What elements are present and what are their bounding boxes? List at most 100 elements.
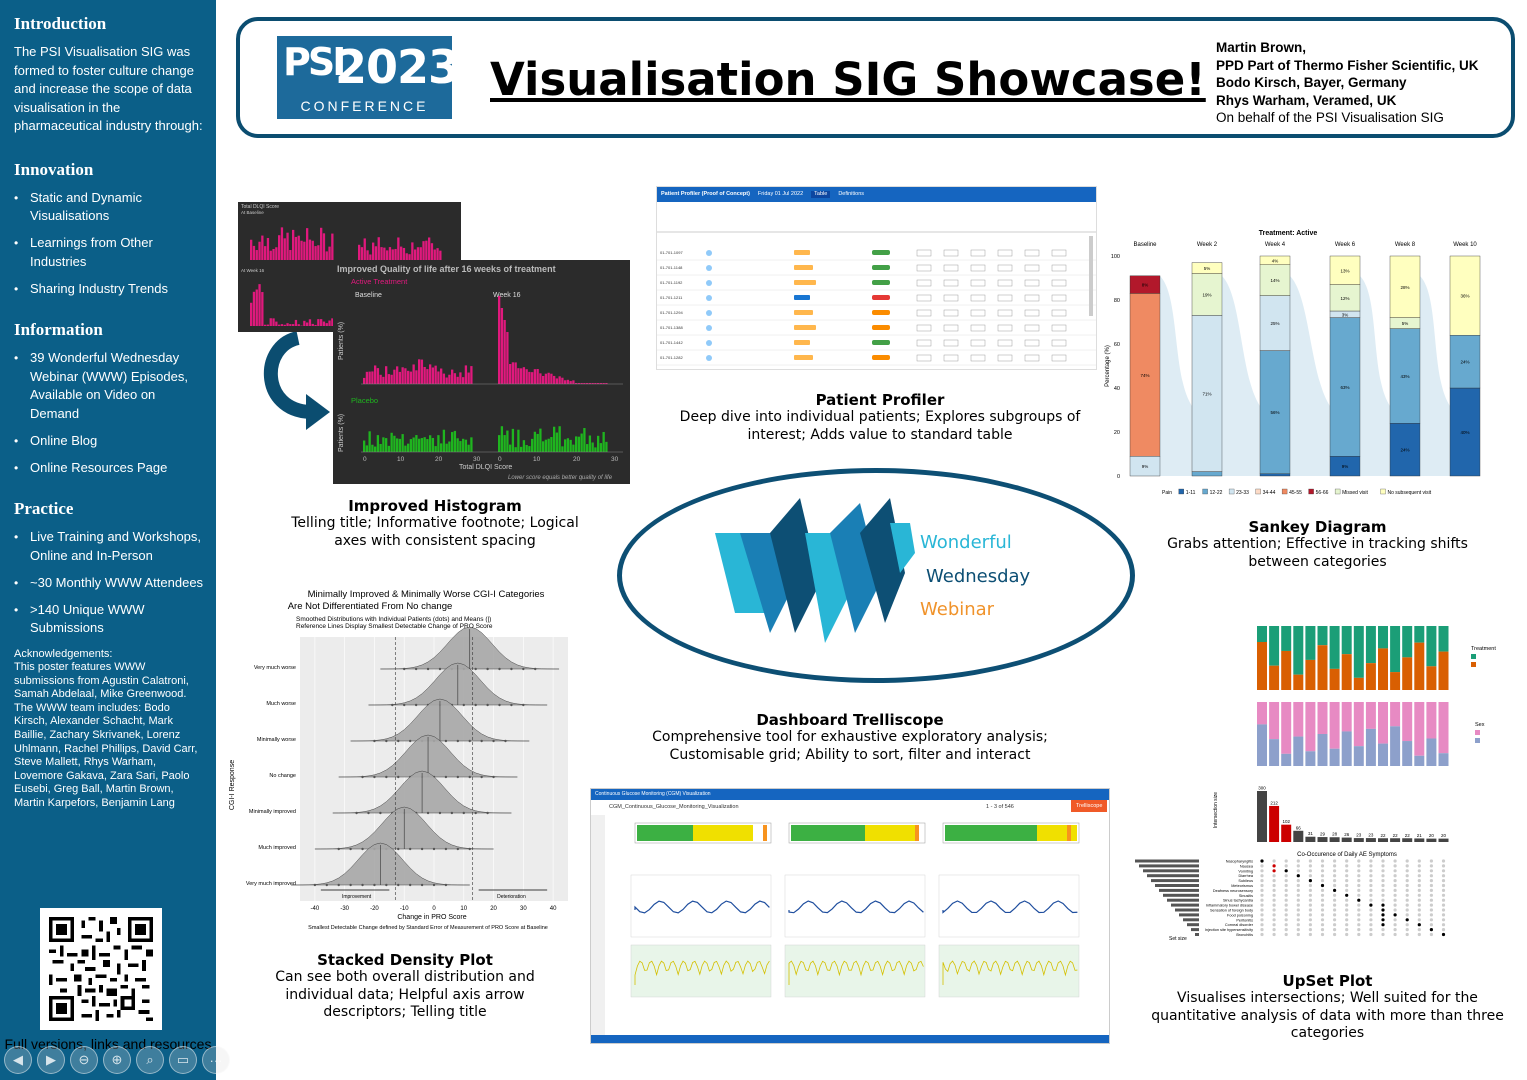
sankey-week-label: Week 4	[1265, 242, 1286, 248]
cell-box	[1024, 279, 1040, 287]
www-logo-icon: Wonderful Wednesday Webinar	[715, 498, 1031, 643]
matrix-dot	[1260, 883, 1264, 888]
cell-box	[1024, 264, 1040, 272]
set-size-bar	[1139, 864, 1199, 868]
caption-desc: Deep dive into individual patients; Expl…	[679, 409, 1081, 443]
histogram-bar	[320, 319, 323, 326]
information-heading: Information	[14, 320, 103, 339]
intersection-value: 22	[1380, 833, 1386, 838]
histogram-bar	[376, 435, 380, 452]
matrix-dot	[1429, 932, 1433, 937]
patient-dot	[438, 811, 442, 815]
histogram-bar	[420, 438, 424, 452]
www-line2: Wednesday	[926, 566, 1031, 587]
matrix-dot	[1357, 932, 1361, 937]
more-icon[interactable]: ···	[202, 1046, 230, 1074]
tab-table[interactable]: Table	[811, 191, 831, 198]
treatment-bar-b	[1341, 654, 1352, 690]
ylabel-top: Patients (%)	[338, 322, 345, 360]
histogram-bar	[369, 254, 372, 260]
matrix-dot	[1320, 898, 1325, 902]
patient-dot	[450, 811, 454, 815]
matrix-dot	[1369, 859, 1373, 863]
symptom-label: Diarrhea	[1238, 874, 1253, 878]
sex-bar-m	[1390, 726, 1401, 766]
zoom-out-icon[interactable]: ⊖	[70, 1046, 98, 1074]
matrix-dot	[1393, 879, 1397, 883]
histogram-bar	[503, 435, 506, 452]
matrix-dot	[1333, 859, 1337, 863]
matrix-dot	[1296, 874, 1300, 878]
qr-code[interactable]	[40, 908, 162, 1030]
histogram-bar	[303, 320, 306, 326]
matrix-dot	[1393, 893, 1397, 897]
matrix-dot	[1369, 864, 1373, 868]
next-icon[interactable]: ▶	[37, 1046, 65, 1074]
histogram-bar	[597, 383, 600, 384]
matrix-dot	[1296, 918, 1300, 922]
innovation-list: Static and Dynamic Visualisations Learni…	[14, 189, 204, 299]
histogram-bar	[588, 383, 592, 384]
histogram-bar	[439, 250, 442, 260]
patient-dot	[349, 847, 352, 851]
status-pill	[872, 355, 890, 360]
bmi-bar	[794, 325, 816, 330]
prev-icon[interactable]: ◀	[4, 1046, 32, 1074]
patient-dot	[432, 847, 436, 851]
histogram-bar	[456, 438, 459, 452]
sankey-node	[1329, 255, 1361, 285]
cell-box	[970, 309, 986, 317]
histogram-bar	[358, 244, 361, 260]
matrix-dot	[1381, 898, 1385, 902]
histogram-bar	[252, 245, 256, 260]
matrix-dot	[1345, 932, 1349, 937]
intersection-value: 212	[1270, 800, 1278, 805]
histogram-bar	[599, 383, 603, 384]
sankey-week-label: Week 8	[1395, 242, 1416, 248]
matrix-dot	[1333, 913, 1337, 917]
patient-dot	[408, 847, 412, 851]
search-icon[interactable]: ⌕	[136, 1046, 164, 1074]
sankey-node-label: 9%	[1342, 464, 1349, 469]
matrix-dot	[1284, 898, 1288, 902]
histogram-bar	[371, 371, 374, 384]
sex-bar-f	[1305, 702, 1316, 752]
sex-bar-m	[1438, 753, 1449, 766]
density-x-tick: -10	[400, 906, 409, 912]
cell-box	[1024, 309, 1040, 317]
histogram-bar	[379, 443, 382, 452]
cell-box	[943, 309, 959, 317]
treatment-bar-a	[1293, 626, 1304, 675]
matrix-dot	[1296, 864, 1300, 868]
matrix-dot	[1308, 888, 1312, 892]
matrix-dot	[1260, 932, 1264, 937]
treatment-bar-b	[1426, 666, 1437, 690]
sex-bar-f	[1329, 702, 1340, 749]
matrix-dot	[1296, 908, 1300, 912]
trelliscope-button[interactable]: Trelliscope	[1071, 800, 1108, 812]
matrix-dot	[1320, 908, 1325, 912]
histogram-bar	[464, 365, 468, 384]
histogram-bar	[547, 438, 550, 452]
treatment-bar-b	[1365, 663, 1376, 690]
slides-icon[interactable]: ▭	[169, 1046, 197, 1074]
logo-psi: PSI	[283, 40, 346, 84]
treatment-bar-b	[1269, 665, 1280, 690]
sex-bar-m	[1341, 731, 1352, 766]
sex-bar-f	[1414, 702, 1425, 756]
matrix-dot	[1429, 893, 1433, 897]
matrix-dot	[1308, 879, 1312, 883]
upset-co-title: Co-Occurence of Daily AE Symptoms	[1297, 852, 1397, 858]
histogram-bar	[436, 248, 439, 260]
sex-bar-m	[1329, 748, 1340, 766]
matrix-dot	[1333, 903, 1337, 907]
intersection-bar	[1341, 837, 1352, 842]
histogram-bar	[292, 324, 295, 326]
histogram-bar	[322, 321, 326, 326]
histogram-bar	[428, 237, 431, 260]
avatar	[706, 310, 712, 316]
tab-definitions[interactable]: Definitions	[838, 191, 865, 197]
patient-dot	[361, 883, 364, 887]
zoom-in-icon[interactable]: ⊕	[103, 1046, 131, 1074]
histogram-bars	[361, 296, 623, 453]
